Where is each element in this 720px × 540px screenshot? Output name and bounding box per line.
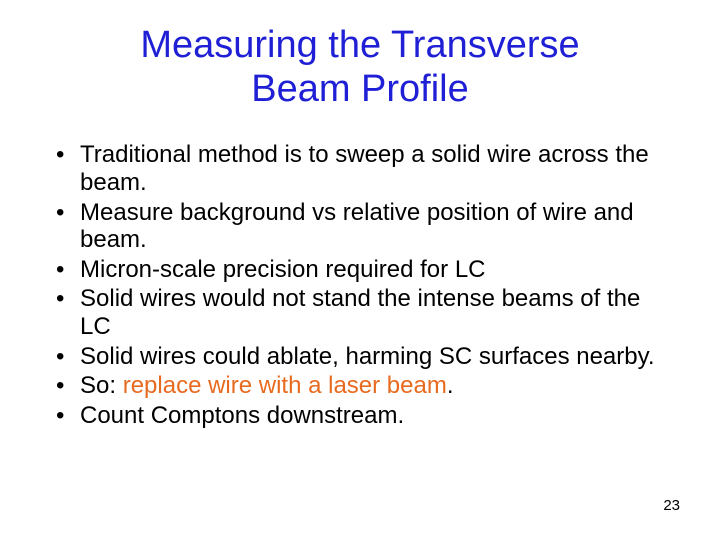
bullet-text: Measure background vs relative position …: [80, 199, 634, 254]
bullet-text: Solid wires would not stand the intense …: [80, 285, 640, 340]
bullet-prefix: So:: [80, 372, 123, 399]
bullet-suffix: .: [447, 372, 454, 399]
page-number: 23: [663, 497, 680, 514]
bullet-highlight: replace wire with a laser beam: [123, 372, 447, 399]
bullet-item: Solid wires would not stand the intense …: [50, 285, 670, 340]
slide-title: Measuring the Transverse Beam Profile: [50, 24, 670, 111]
bullet-item: Measure background vs relative position …: [50, 199, 670, 254]
bullet-item: Micron-scale precision required for LC: [50, 256, 670, 284]
bullet-item: So: replace wire with a laser beam.: [50, 372, 670, 400]
bullet-item: Count Comptons downstream.: [50, 402, 670, 430]
title-line-1: Measuring the Transverse: [140, 24, 579, 66]
bullet-item: Traditional method is to sweep a solid w…: [50, 141, 670, 196]
bullet-item: Solid wires could ablate, harming SC sur…: [50, 343, 670, 371]
bullet-list: Traditional method is to sweep a solid w…: [50, 141, 670, 429]
bullet-text: Traditional method is to sweep a solid w…: [80, 141, 649, 196]
bullet-text: Count Comptons downstream.: [80, 402, 404, 429]
title-line-2: Beam Profile: [251, 68, 469, 110]
bullet-text: Micron-scale precision required for LC: [80, 256, 486, 283]
bullet-text: Solid wires could ablate, harming SC sur…: [80, 343, 655, 370]
slide-content: Traditional method is to sweep a solid w…: [50, 141, 670, 429]
slide: Measuring the Transverse Beam Profile Tr…: [0, 0, 720, 540]
